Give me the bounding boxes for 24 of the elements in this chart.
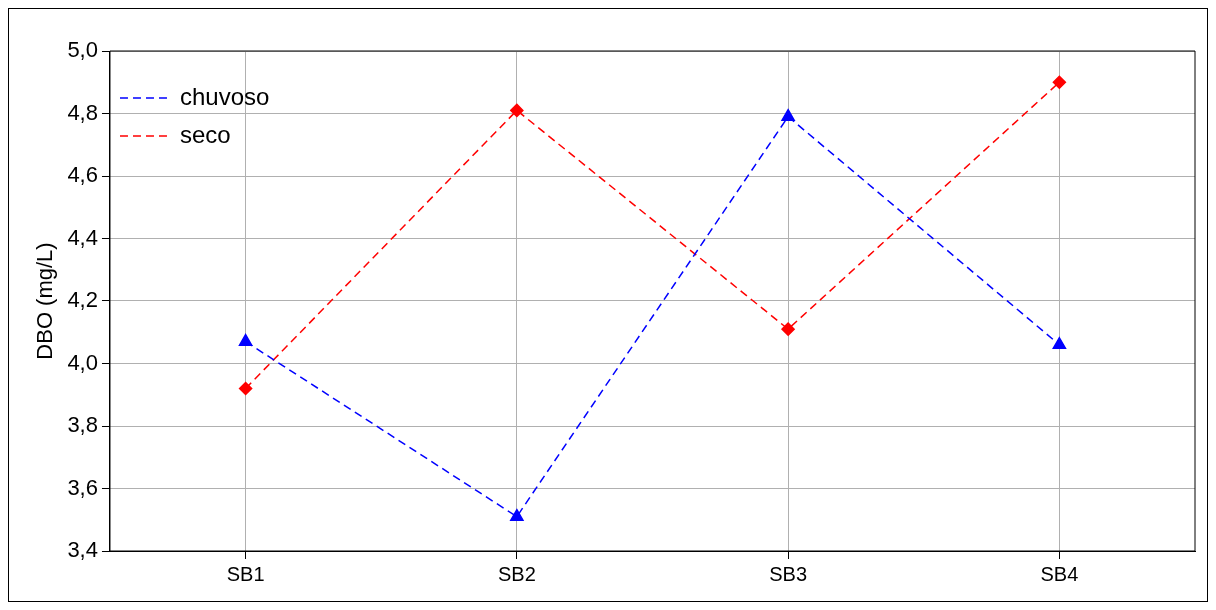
x-tick-label: SB4 <box>1040 562 1079 585</box>
y-axis-title: DBO (mg/L) <box>32 242 58 360</box>
point <box>238 381 253 396</box>
y-tick-label: 3,6 <box>67 474 98 500</box>
legend-label: chuvoso <box>179 82 270 110</box>
point <box>1052 75 1067 89</box>
y-tick-label: 4,2 <box>67 287 98 313</box>
legend-label: seco <box>179 120 231 148</box>
point <box>781 322 795 336</box>
y-tick-label: 4,4 <box>67 224 98 250</box>
x-tick-label: SB2 <box>497 562 536 585</box>
y-tick-label: 3,8 <box>67 412 98 438</box>
point <box>781 108 795 121</box>
point <box>510 508 524 521</box>
point <box>1052 337 1067 349</box>
y-tick-label: 3,4 <box>67 537 98 563</box>
point <box>510 103 524 118</box>
y-tick-label: 5,0 <box>67 37 98 63</box>
y-tick-label: 4,6 <box>67 162 98 188</box>
x-tick-label: SB3 <box>769 562 808 585</box>
x-tick-label: SB1 <box>226 562 265 585</box>
y-tick-label: 4,8 <box>67 99 98 125</box>
point <box>238 333 253 346</box>
y-tick-label: 4,0 <box>67 349 98 375</box>
